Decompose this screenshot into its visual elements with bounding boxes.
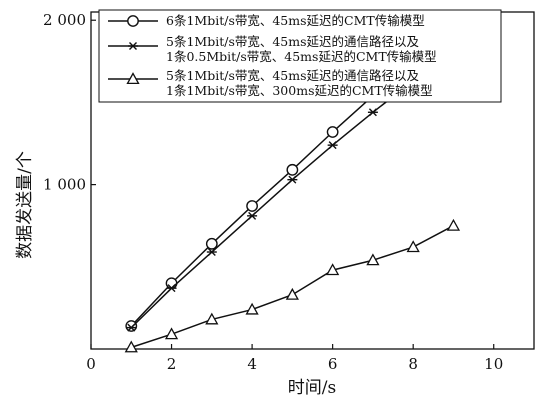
x-tick-label: 4 [247, 355, 257, 373]
data-point-series-1 [286, 163, 299, 176]
legend-text-series-2-line-1: 5条1Mbit/s带宽、45ms延迟的通信路径以及 [166, 34, 420, 49]
data-point-series-3 [446, 218, 461, 231]
data-point-series-3 [366, 253, 380, 266]
y-tick-label: 2 000 [43, 11, 86, 29]
data-point-series-2 [166, 284, 177, 293]
axis-ticks: 0 2 4 6 8 10 1 000 2 000 [43, 11, 503, 373]
data-point-series-1 [125, 320, 138, 332]
legend-box [98, 9, 502, 103]
data-point-series-3 [124, 340, 138, 353]
legend-symbols [108, 15, 158, 85]
legend-text-series-1: 6条1Mbit/s带宽、45ms延迟的CMT传输模型 [166, 13, 425, 28]
data-point-series-3 [245, 302, 259, 315]
x-tick-label: 8 [408, 355, 418, 373]
data-point-series-3 [406, 240, 420, 253]
legend-text-series-3-line-2: 1条1Mbit/s带宽、300ms延迟的CMT传输模型 [166, 83, 433, 98]
data-point-series-3 [205, 312, 219, 325]
legend-marker-series-1 [127, 15, 139, 27]
data-point-series-2 [367, 108, 378, 117]
data-point-series-1 [326, 126, 339, 138]
data-point-series-2 [287, 175, 298, 184]
x-tick-label: 2 [167, 355, 177, 373]
data-point-series-2 [206, 248, 217, 257]
y-axis-title: 数据发送量/个 [15, 151, 35, 259]
x-axis-title: 时间/s [288, 378, 336, 398]
data-point-series-1 [165, 277, 178, 290]
data-point-series-2 [327, 141, 338, 150]
x-tick-label: 10 [484, 355, 503, 373]
series-line-3 [131, 225, 454, 349]
data-point-series-3 [326, 263, 340, 276]
y-tick-label: 1 000 [43, 176, 86, 194]
legend-text-series-2-line-2: 1条0.5Mbit/s带宽、45ms延迟的CMT传输模型 [166, 49, 437, 64]
data-point-series-1 [246, 200, 258, 212]
data-point-series-2 [126, 323, 137, 332]
legend-marker-series-3 [126, 72, 140, 85]
data-point-series-3 [164, 327, 179, 340]
legend: 6条1Mbit/s带宽、45ms延迟的CMT传输模型 5条1Mbit/s带宽、4… [98, 9, 502, 103]
data-point-series-3 [285, 287, 299, 300]
data-point-series-1 [205, 237, 218, 250]
legend-marker-series-2 [128, 42, 138, 50]
x-tick-label: 6 [328, 355, 338, 373]
legend-text-series-3-line-1: 5条1Mbit/s带宽、45ms延迟的通信路径以及 [166, 68, 420, 83]
x-tick-label: 0 [86, 355, 96, 373]
data-point-series-2 [247, 211, 258, 220]
